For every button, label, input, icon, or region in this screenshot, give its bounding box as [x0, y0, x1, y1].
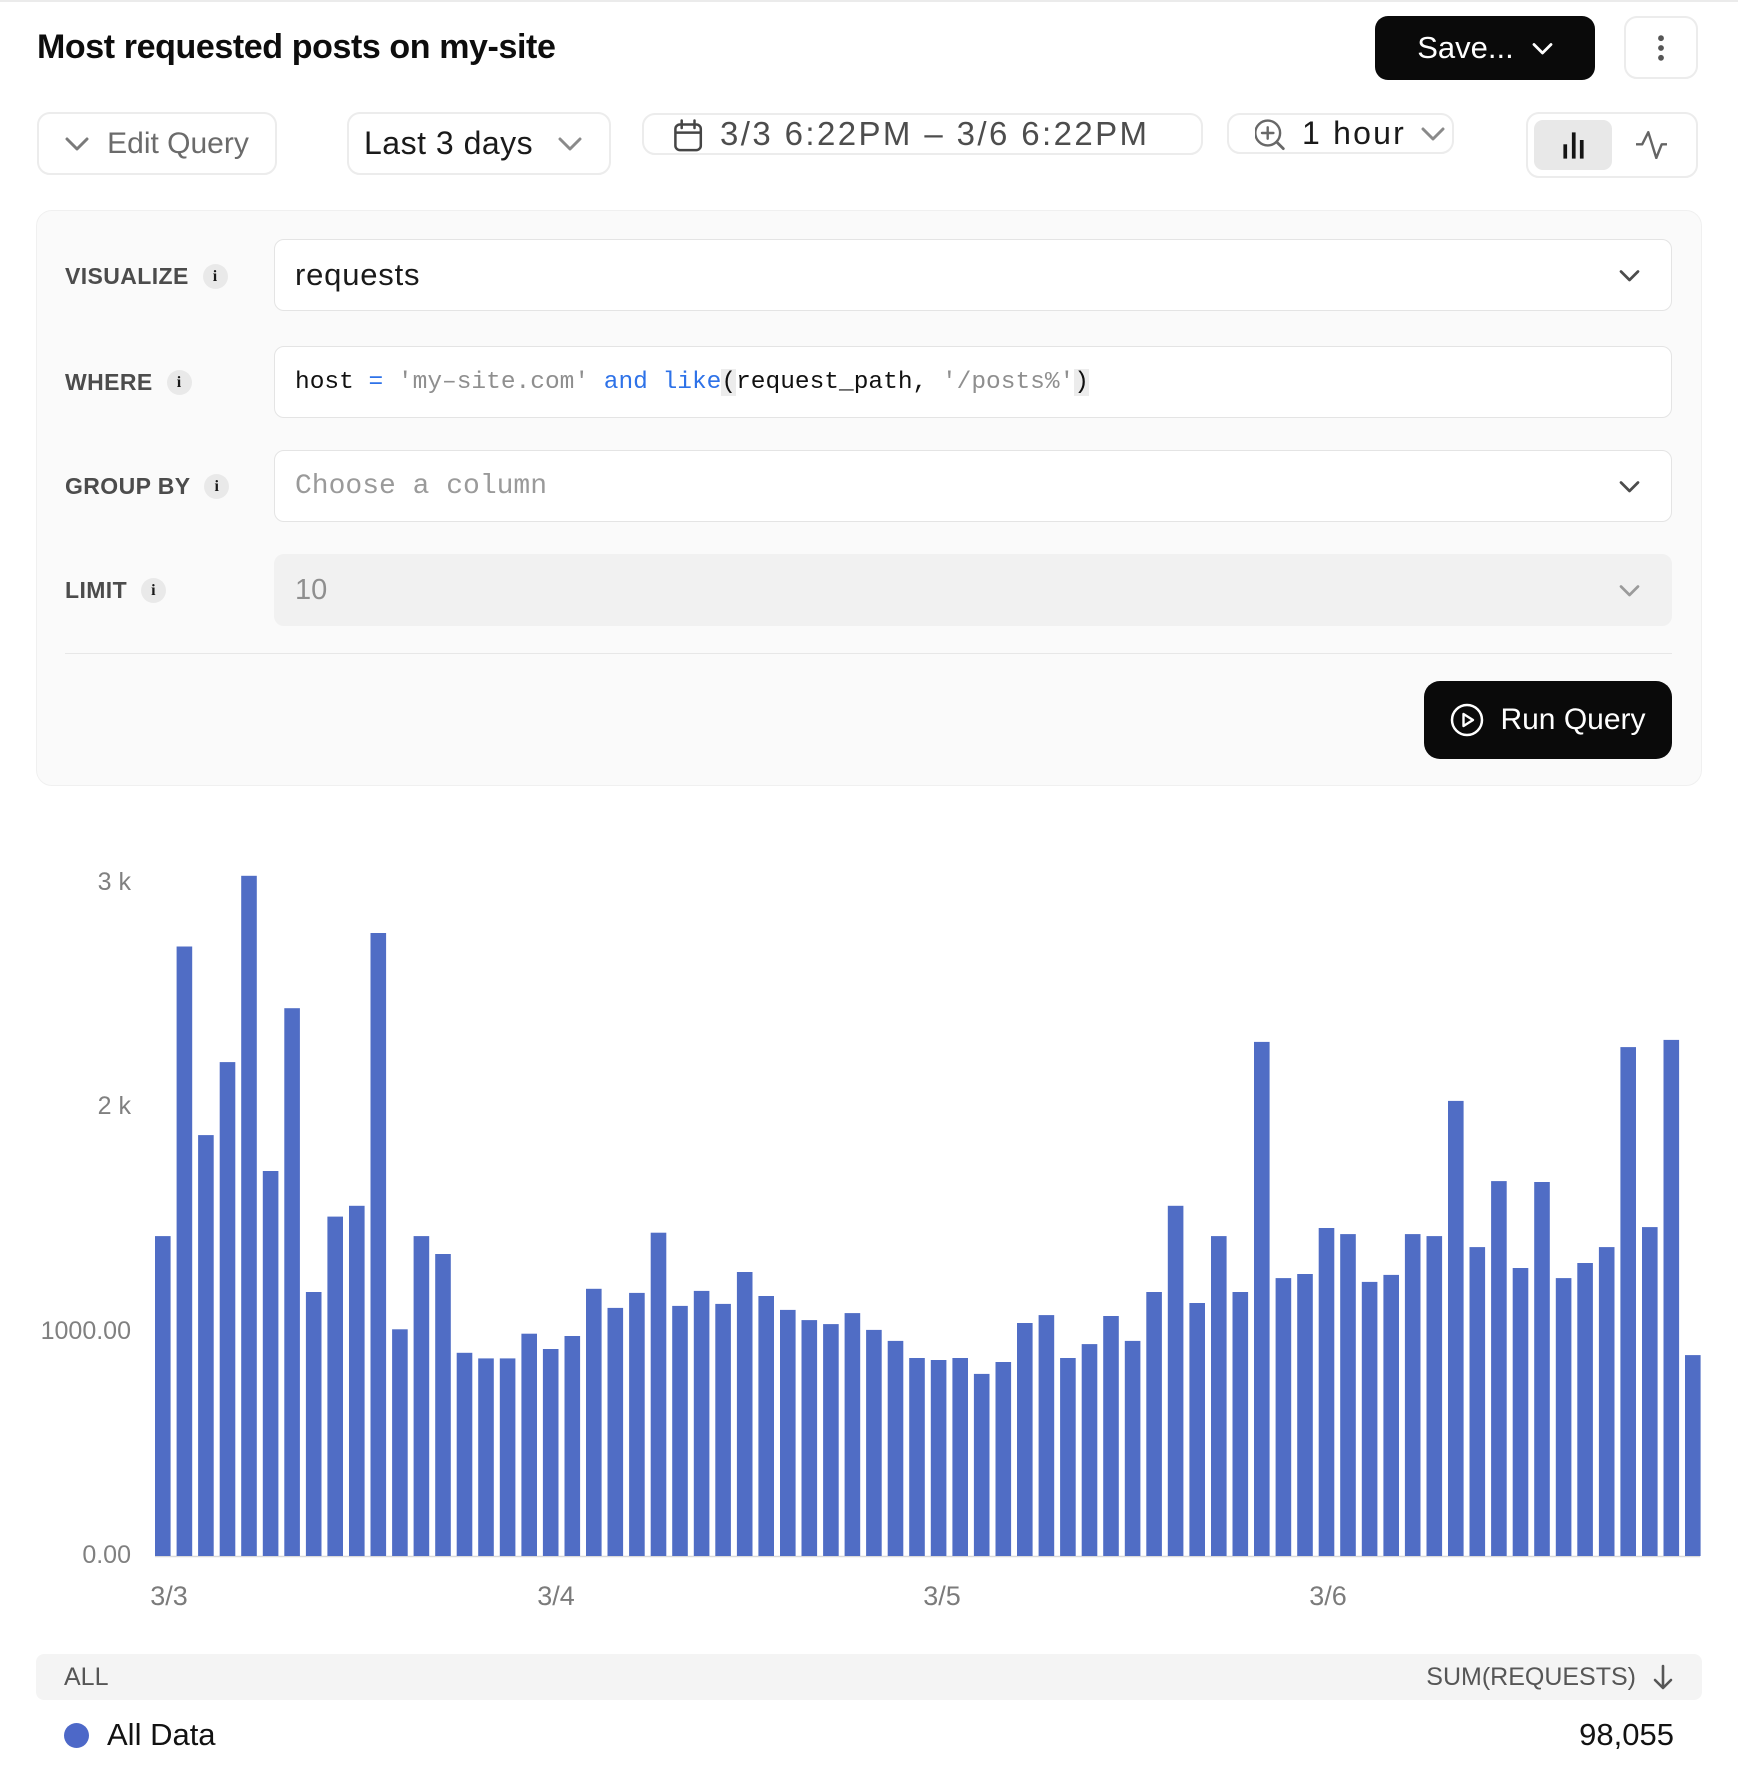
svg-text:3/5: 3/5 [923, 1581, 961, 1611]
svg-text:0.00: 0.00 [82, 1541, 131, 1569]
svg-text:3 k: 3 k [98, 868, 132, 896]
svg-text:3/6: 3/6 [1309, 1581, 1347, 1611]
svg-text:3/3: 3/3 [150, 1581, 188, 1611]
svg-text:3/4: 3/4 [537, 1581, 575, 1611]
svg-text:2 k: 2 k [98, 1092, 132, 1120]
svg-text:1000.00: 1000.00 [41, 1317, 131, 1345]
